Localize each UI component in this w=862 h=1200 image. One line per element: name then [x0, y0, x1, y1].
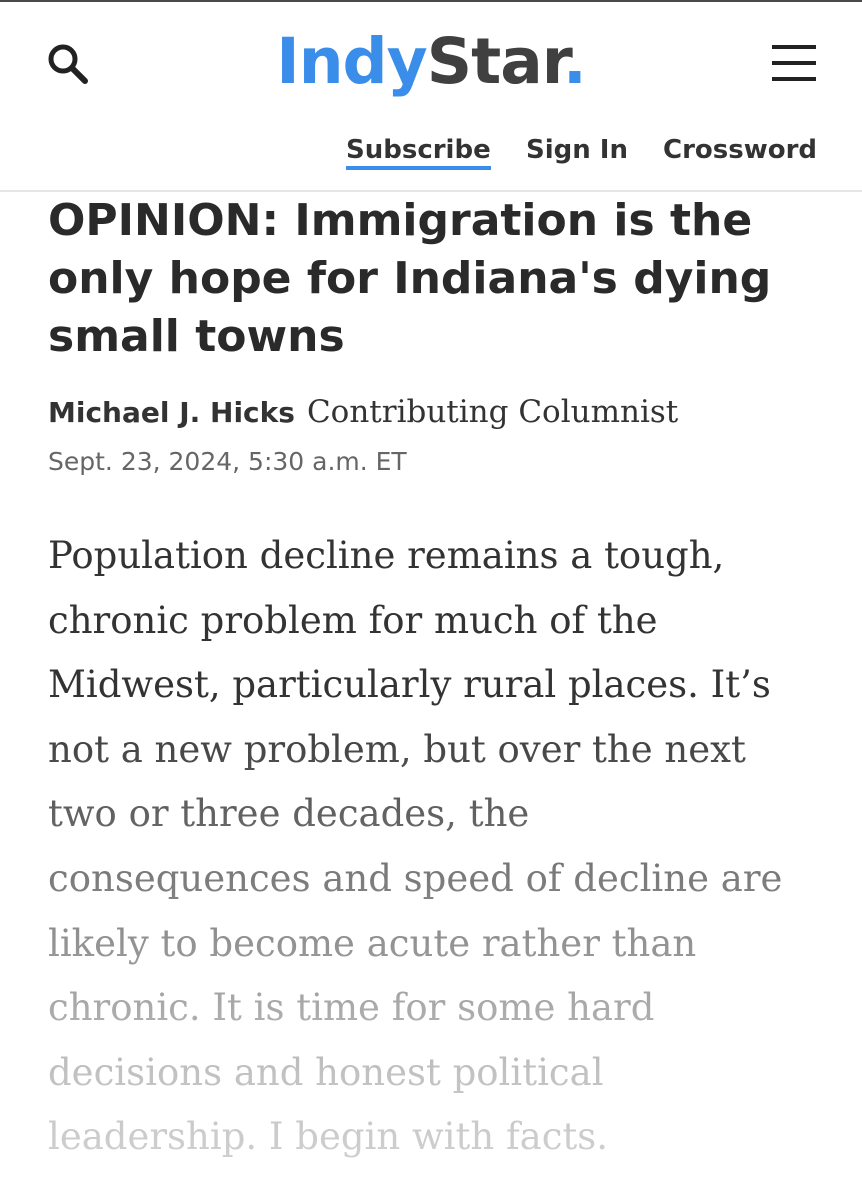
nav-crossword-link[interactable]: Crossword: [663, 128, 817, 172]
body-line: two or three decades, the: [48, 792, 530, 836]
logo-part-indy: Indy: [276, 25, 427, 98]
author-role: Contributing Columnist: [306, 394, 679, 430]
site-logo[interactable]: IndyStar.: [0, 24, 862, 100]
body-line: likely to become acute rather than: [48, 921, 697, 965]
nav-sign-in-link[interactable]: Sign In: [526, 128, 628, 172]
body-line: decisions and honest political: [48, 1050, 604, 1094]
publish-date: Sept. 23, 2024, 5:30 a.m. ET: [48, 447, 407, 476]
search-button[interactable]: [44, 40, 92, 88]
body-line: Midwest, particularly rural places. It’s: [48, 663, 771, 707]
nav-sign-in-label: Sign In: [526, 135, 628, 165]
author-name[interactable]: Michael J. Hicks: [48, 396, 295, 429]
nav-crossword-label: Crossword: [663, 135, 818, 165]
logo-dot: .: [562, 25, 587, 98]
nav-subscribe-label: Subscribe: [346, 135, 491, 165]
nav-subscribe-link[interactable]: Subscribe: [346, 128, 491, 172]
article-headline: OPINION: Immigration is the only hope fo…: [48, 195, 772, 362]
body-line: chronic. It is time for some hard: [48, 986, 655, 1030]
top-border: [0, 0, 862, 2]
article-body: Population decline remains a tough, chro…: [48, 524, 848, 1170]
body-line: consequences and speed of decline are: [48, 856, 783, 900]
hamburger-menu-icon: [772, 45, 816, 81]
body-line: not a new problem, but over the next: [48, 727, 746, 771]
subscribe-underline: [346, 166, 491, 170]
body-line: Population decline remains a tough,: [48, 534, 725, 577]
menu-button[interactable]: [768, 42, 820, 84]
search-icon: [48, 44, 88, 84]
byline: Michael J. Hicks Contributing Columnist: [48, 390, 678, 440]
header-divider: [0, 190, 862, 192]
body-line: chronic problem for much of the: [48, 598, 658, 642]
body-line: leadership. I begin with facts.: [48, 1115, 609, 1159]
logo-part-star: Star: [426, 25, 564, 98]
